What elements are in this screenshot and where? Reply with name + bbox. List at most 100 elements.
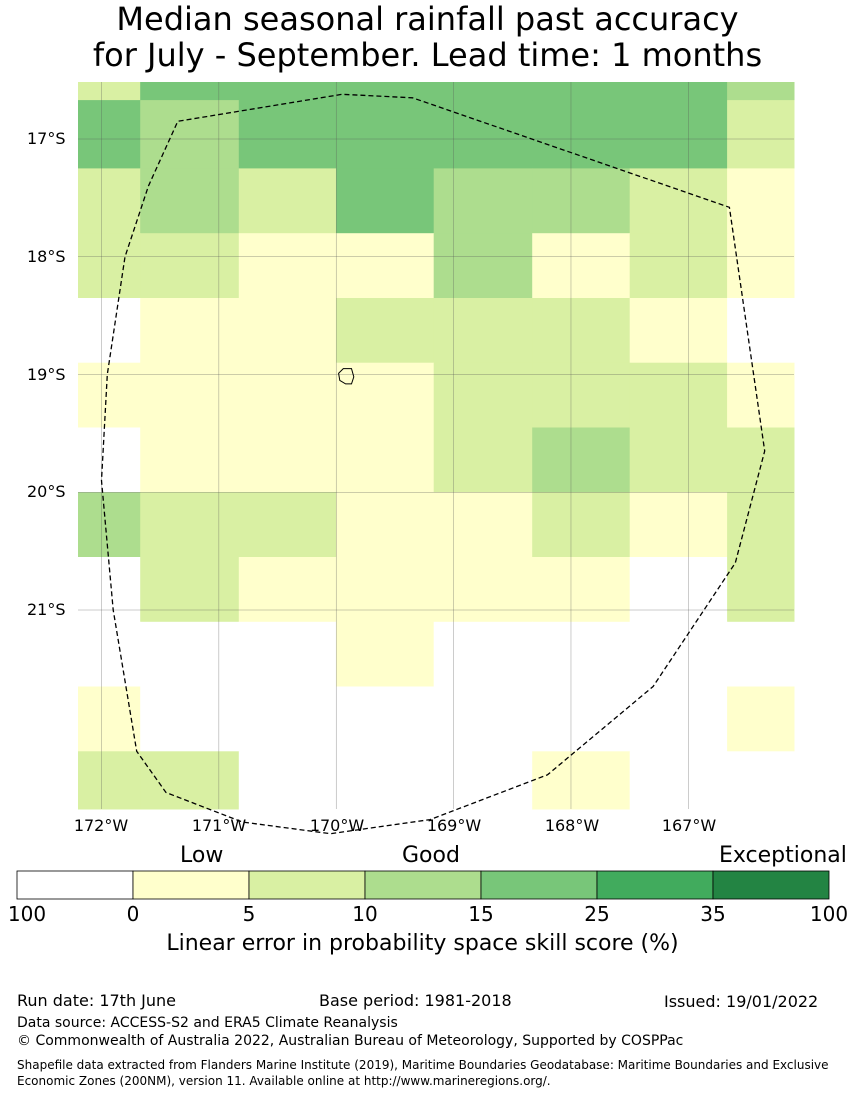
skill-cell — [140, 233, 240, 299]
lat-label-17s: 17°S — [27, 129, 66, 148]
skill-cell — [532, 557, 631, 623]
skill-cell — [238, 100, 337, 169]
colorbar-tick-1: 0 — [126, 902, 140, 926]
skill-cell — [433, 621, 533, 688]
lon-label-167w: 167°W — [661, 816, 717, 835]
skill-cell — [629, 427, 728, 493]
skill-cell — [727, 557, 795, 623]
skill-cell — [629, 82, 728, 101]
skill-cell — [433, 362, 533, 428]
skill-cell — [78, 233, 141, 299]
skill-cell — [433, 686, 533, 752]
data-source: Data source: ACCESS-S2 and ERA5 Climate … — [17, 1015, 398, 1031]
skill-cell — [140, 492, 240, 558]
colorbar — [16, 870, 830, 900]
skill-cell — [727, 362, 795, 428]
skill-cell — [336, 557, 435, 623]
colorbar-tick-2: 5 — [242, 902, 256, 926]
skill-cell — [238, 751, 337, 810]
graticule — [78, 82, 794, 809]
skill-cell — [238, 557, 337, 623]
category-good: Good — [402, 843, 460, 868]
skill-cell — [727, 427, 795, 493]
colorbar-swatch — [16, 870, 134, 900]
skill-cell — [336, 233, 435, 299]
colorbar-swatch — [480, 870, 598, 900]
skill-cell — [140, 82, 240, 101]
skill-cell — [140, 100, 240, 169]
skill-cell — [727, 168, 795, 234]
skill-cell — [629, 557, 728, 623]
skill-cell — [238, 362, 337, 428]
skill-cell — [140, 427, 240, 493]
skill-cell — [629, 492, 728, 558]
colorbar-label: Linear error in probability space skill … — [166, 931, 679, 956]
colorbar-swatches — [16, 870, 830, 900]
colorbar-swatch — [712, 870, 830, 900]
skill-cell — [336, 298, 435, 364]
skill-cell — [532, 751, 631, 810]
skill-cell — [336, 168, 435, 234]
skill-map — [78, 82, 795, 835]
skill-cell — [140, 557, 240, 623]
skill-cell — [336, 82, 435, 101]
skill-cell — [78, 298, 141, 364]
lon-label-169w: 169°W — [426, 816, 482, 835]
colorbar-tick-3: 10 — [352, 902, 378, 926]
skill-cell — [532, 298, 631, 364]
skill-cell — [433, 168, 533, 234]
skill-cell — [727, 492, 795, 558]
eez-boundary — [100, 93, 766, 835]
skill-cell — [532, 82, 631, 101]
skill-cell — [433, 427, 533, 493]
skill-cell — [238, 492, 337, 558]
lat-label-20s: 20°S — [27, 482, 66, 501]
lon-label-170w: 170°W — [309, 816, 365, 835]
skill-cell — [727, 82, 795, 101]
issued-date: Issued: 19/01/2022 — [664, 992, 819, 1011]
skill-cell — [78, 427, 141, 493]
skill-cell — [140, 298, 240, 364]
skill-cell — [629, 298, 728, 364]
skill-cell — [78, 751, 141, 810]
skill-cell — [433, 557, 533, 623]
colorbar-swatch — [132, 870, 250, 900]
skill-cell — [238, 168, 337, 234]
skill-cells — [78, 82, 795, 810]
skill-cell — [433, 298, 533, 364]
skill-cell — [336, 686, 435, 752]
skill-cell — [140, 362, 240, 428]
lat-label-19s: 19°S — [27, 365, 66, 384]
skill-cell — [532, 100, 631, 169]
run-date: Run date: 17th June — [17, 991, 177, 1010]
skill-cell — [727, 298, 795, 364]
skill-cell — [727, 686, 795, 752]
skill-cell — [532, 492, 631, 558]
skill-cell — [727, 621, 795, 688]
skill-cell — [433, 233, 533, 299]
skill-cell — [140, 686, 240, 752]
skill-cell — [727, 751, 795, 810]
skill-cell — [727, 100, 795, 169]
skill-cell — [433, 100, 533, 169]
skill-cell — [238, 233, 337, 299]
skill-cell — [336, 427, 435, 493]
skill-cell — [629, 362, 728, 428]
skill-cell — [78, 492, 141, 558]
skill-cell — [433, 82, 533, 101]
lon-label-168w: 168°W — [544, 816, 600, 835]
skill-cell — [532, 362, 631, 428]
skill-cell — [78, 82, 141, 101]
skill-cell — [238, 686, 337, 752]
skill-cell — [78, 621, 141, 688]
skill-cell — [140, 751, 240, 810]
skill-cell — [629, 751, 728, 810]
niue-island-outline — [338, 368, 355, 385]
skill-cell — [140, 168, 240, 234]
skill-cell — [336, 621, 435, 688]
colorbar-tick-0: 100 — [7, 902, 47, 926]
skill-cell — [238, 82, 337, 101]
skill-cell — [727, 233, 795, 299]
colorbar-swatch — [364, 870, 482, 900]
lon-label-172w: 172°W — [73, 816, 129, 835]
